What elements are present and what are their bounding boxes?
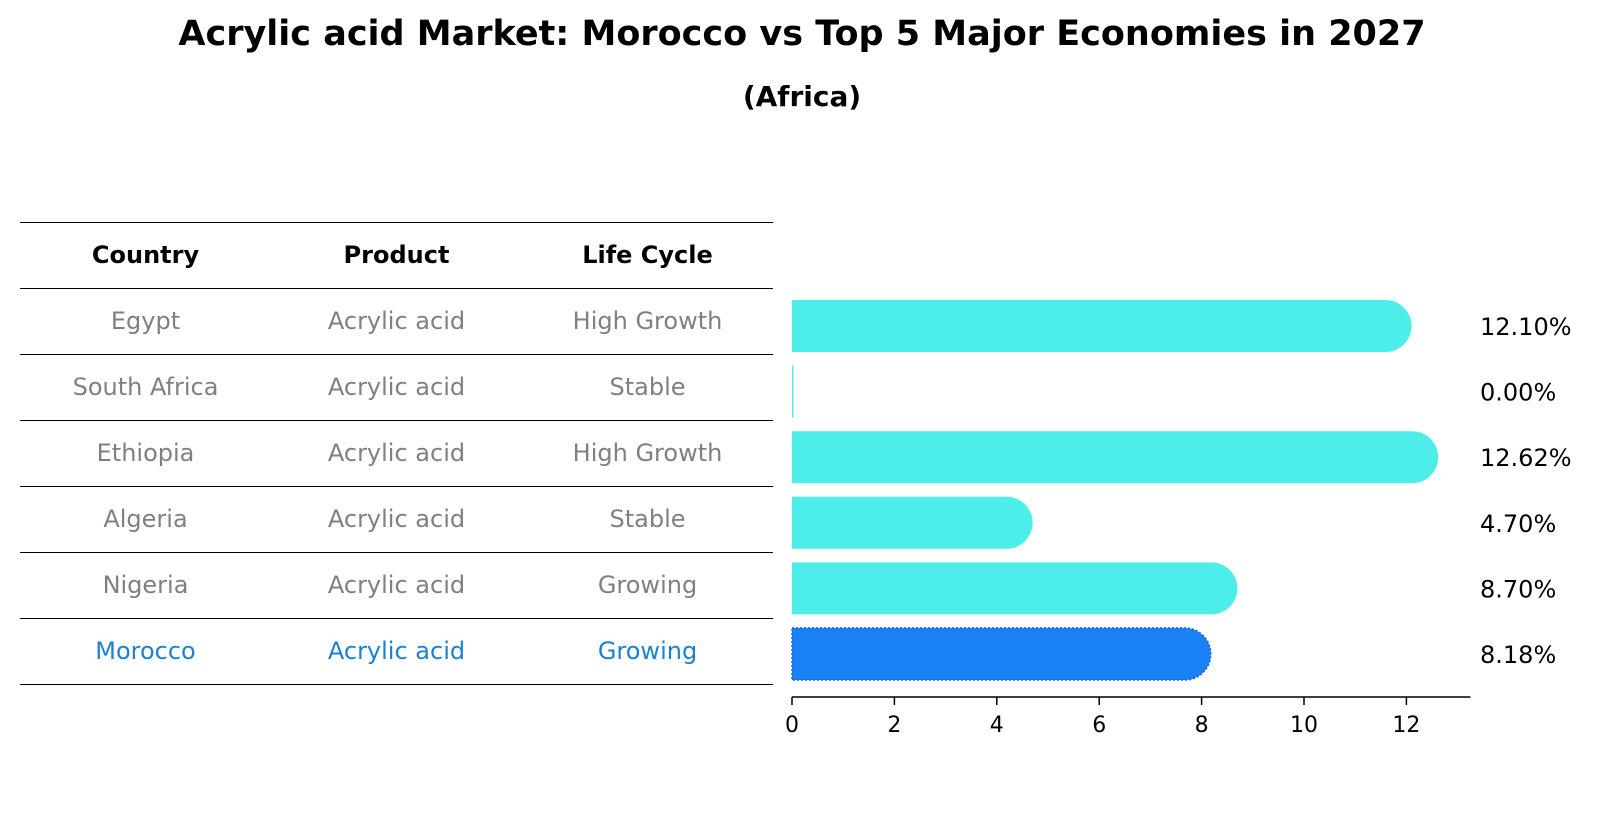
bar-ethiopia — [792, 431, 1439, 484]
cell-product: Acrylic acid — [327, 373, 466, 401]
x-tick-label: 12 — [1392, 713, 1420, 738]
x-tick-label: 2 — [887, 713, 901, 738]
table-row-highlighted: Morocco Acrylic acid Growing — [20, 618, 773, 684]
cell-product: Acrylic acid — [327, 307, 466, 335]
x-tick-label: 6 — [1092, 713, 1106, 738]
cell-country: Morocco — [95, 637, 196, 665]
cell-life-cycle: Stable — [609, 373, 686, 401]
table-header-row: Country Product Life Cycle — [20, 222, 773, 288]
value-label: 8.70% — [1480, 575, 1556, 603]
table-rule — [20, 420, 773, 421]
x-tick-label: 10 — [1290, 713, 1318, 738]
x-tick-label: 0 — [785, 713, 799, 738]
chart-title: Acrylic acid Market: Morocco vs Top 5 Ma… — [178, 14, 1426, 54]
x-tick-label: 8 — [1195, 713, 1209, 738]
cell-product: Acrylic acid — [327, 505, 466, 533]
cell-life-cycle: Growing — [597, 637, 698, 665]
cell-product: Acrylic acid — [327, 637, 466, 665]
cell-life-cycle: Stable — [609, 505, 686, 533]
cell-country: Algeria — [103, 505, 188, 533]
x-tick-label: 4 — [990, 713, 1004, 738]
table-row: Algeria Acrylic acid Stable — [20, 486, 773, 552]
value-label: 8.18% — [1480, 641, 1556, 669]
cell-life-cycle: High Growth — [572, 439, 723, 467]
bar-nigeria — [792, 562, 1238, 615]
table-rule — [20, 222, 773, 223]
table-row: Nigeria Acrylic acid Growing — [20, 552, 773, 618]
chart-subtitle: (Africa) — [742, 80, 862, 113]
cell-product: Acrylic acid — [327, 571, 466, 599]
value-label: 12.62% — [1480, 444, 1572, 472]
bar-algeria — [792, 496, 1033, 549]
cell-country: South Africa — [72, 373, 219, 401]
table-row: Ethiopia Acrylic acid High Growth — [20, 420, 773, 486]
cell-life-cycle: Growing — [597, 571, 698, 599]
cell-product: Acrylic acid — [327, 439, 466, 467]
cell-country: Ethiopia — [96, 439, 195, 467]
table-rule — [20, 354, 773, 355]
table-rule — [20, 618, 773, 619]
header-life-cycle: Life Cycle — [582, 241, 713, 269]
bar-egypt — [792, 300, 1412, 352]
table-rule — [20, 684, 773, 685]
table-row: Egypt Acrylic acid High Growth — [20, 288, 773, 354]
cell-country: Egypt — [110, 307, 181, 335]
table-rule — [20, 486, 773, 487]
value-label: 4.70% — [1480, 510, 1556, 538]
table-rule — [20, 288, 773, 289]
bar-south-africa — [792, 365, 794, 418]
cell-country: Nigeria — [102, 571, 189, 599]
table-rule — [20, 552, 773, 553]
cell-life-cycle: High Growth — [572, 307, 723, 335]
bar-morocco — [791, 627, 1212, 681]
value-label: 0.00% — [1480, 379, 1556, 407]
header-product: Product — [343, 241, 450, 269]
header-country: Country — [91, 241, 200, 269]
value-label: 12.10% — [1480, 313, 1572, 341]
table-row: South Africa Acrylic acid Stable — [20, 354, 773, 420]
